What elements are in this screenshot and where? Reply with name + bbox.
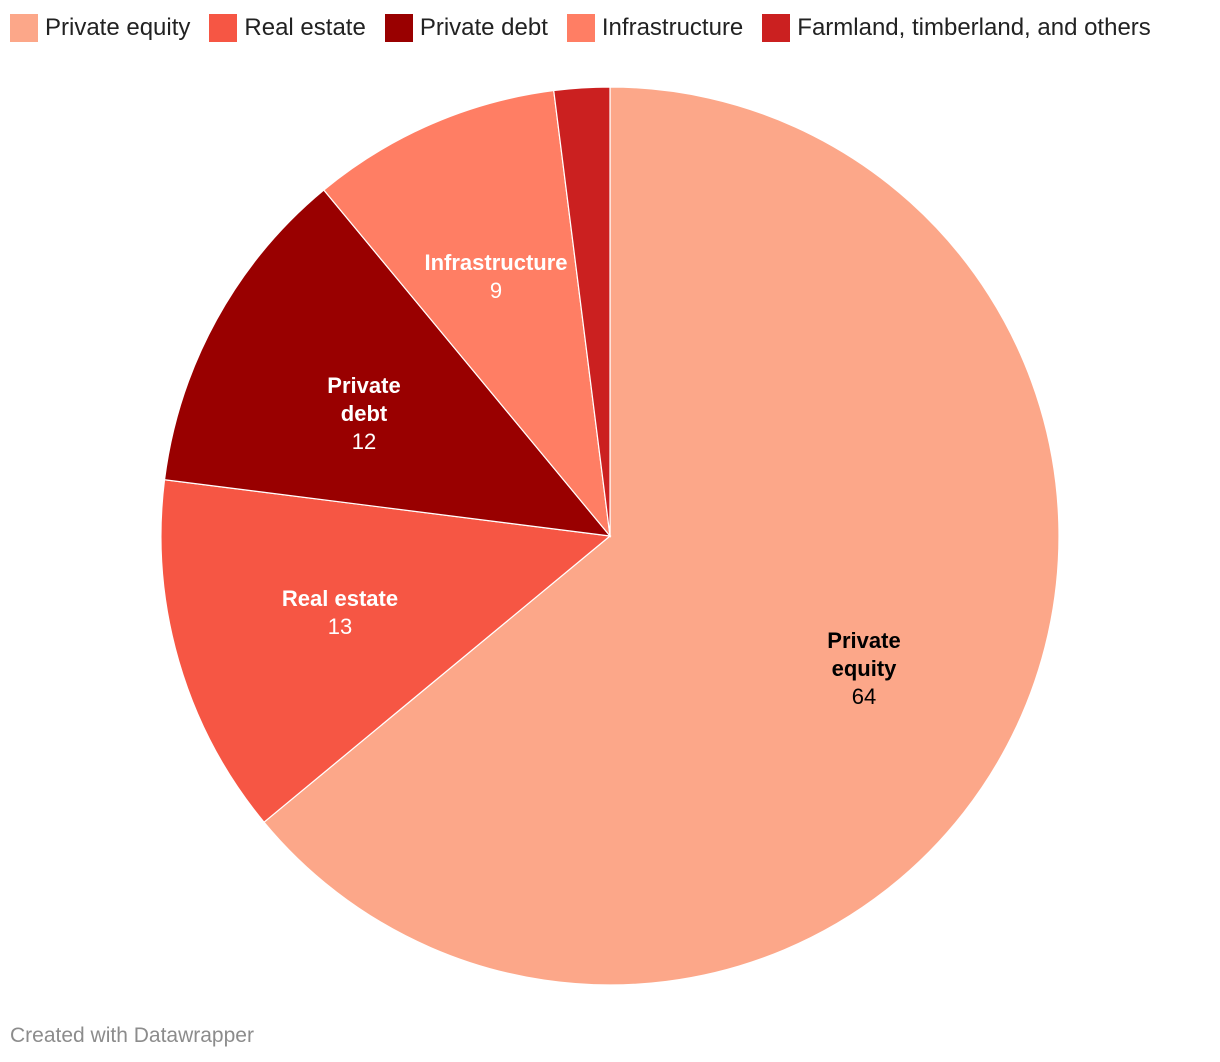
- slice-name-text: Real estate: [282, 586, 398, 611]
- legend-item-private-equity: Private equity: [10, 12, 190, 44]
- datawrapper-credit: Created with Datawrapper: [10, 1024, 254, 1047]
- slice-value-text: 64: [852, 684, 876, 709]
- legend-item-farmland: Farmland, timberland, and others: [762, 12, 1151, 44]
- legend-label-private-equity: Private equity: [45, 14, 191, 41]
- chart-legend: Private equity Real estate Private debt …: [10, 12, 1170, 44]
- legend-item-real-estate: Real estate: [209, 12, 366, 44]
- legend-label-private-debt: Private debt: [419, 14, 548, 41]
- pie-slice-private-equity: [263, 86, 1060, 986]
- legend-swatch-infrastructure: [566, 14, 595, 42]
- slice-label-infrastructure: Infrastructure 9: [424, 250, 567, 303]
- legend-swatch-private-debt: [384, 14, 413, 42]
- legend-item-private-debt: Private debt: [384, 12, 548, 44]
- slice-value-text: 9: [490, 278, 502, 303]
- pie-slice-farmland-timberland-and-others: [553, 86, 611, 537]
- pie-slice-infrastructure: [322, 89, 611, 538]
- pie-slice-private-debt: [163, 189, 612, 537]
- legend-swatch-private-equity: [10, 14, 38, 42]
- legend-item-infrastructure: Infrastructure: [566, 12, 744, 44]
- legend-label-real-estate: Real estate: [244, 14, 366, 41]
- slice-name-text: equity: [832, 656, 898, 681]
- slice-value-text: 12: [352, 429, 376, 454]
- slice-label-real-estate: Real estate 13: [282, 586, 398, 639]
- slice-name-text: debt: [341, 401, 388, 426]
- legend-label-infrastructure: Infrastructure: [601, 14, 744, 41]
- slice-name-text: Private: [327, 373, 400, 398]
- legend-swatch-farmland: [762, 14, 791, 42]
- slice-name-text: Infrastructure: [424, 250, 567, 275]
- legend-swatch-real-estate: [209, 14, 238, 42]
- slice-label-private-debt: Private debt 12: [327, 373, 400, 454]
- slice-value-text: 13: [328, 614, 352, 639]
- pie-slice-real-estate: [160, 479, 612, 824]
- slice-name-text: Private: [827, 628, 900, 653]
- legend-label-farmland: Farmland, timberland, and others: [797, 14, 1151, 41]
- slice-label-private-equity: Private equity 64: [827, 628, 900, 709]
